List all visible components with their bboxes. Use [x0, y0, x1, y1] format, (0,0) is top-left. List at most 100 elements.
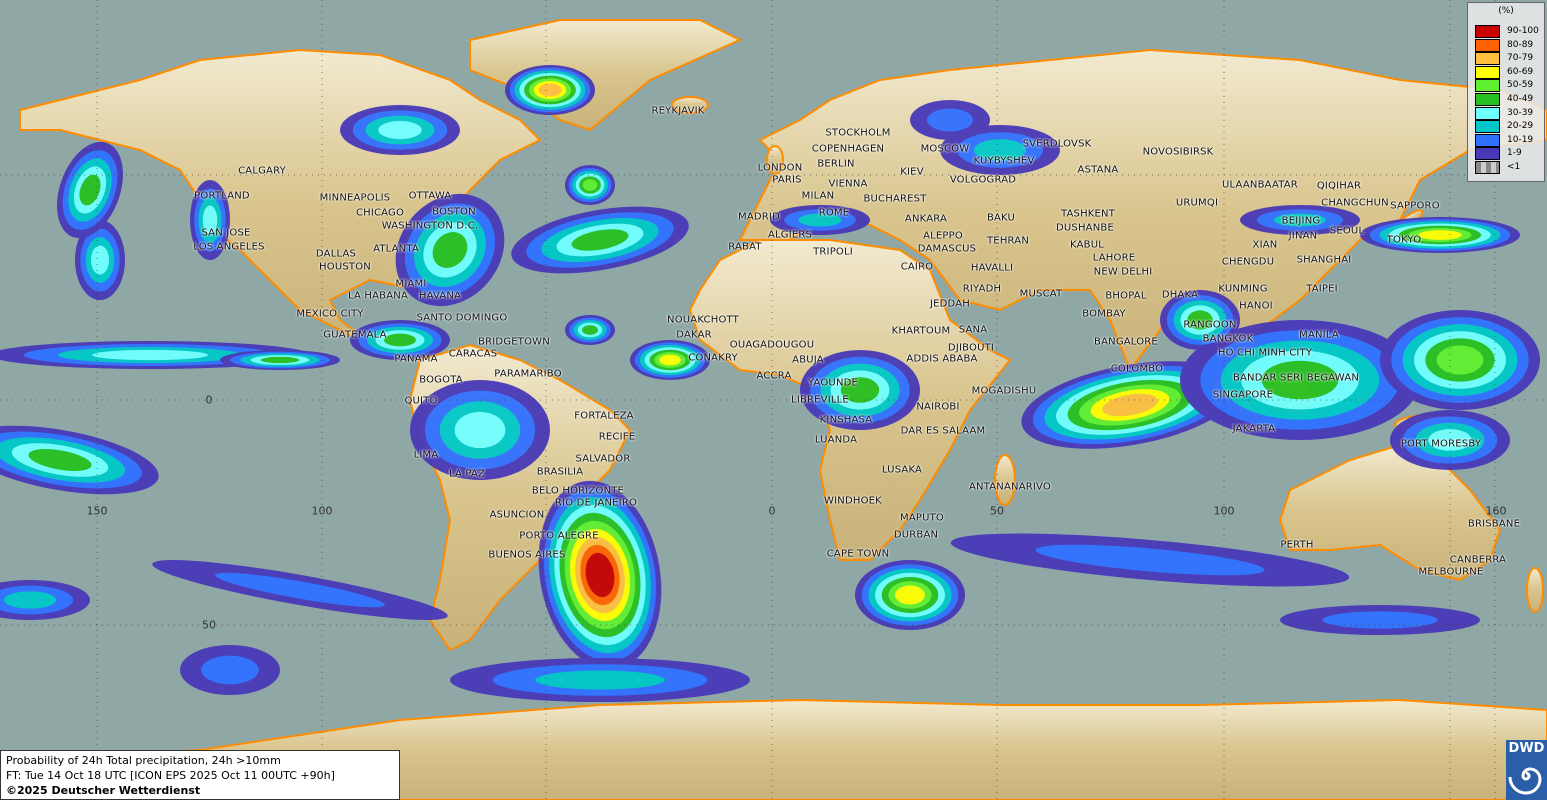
- city-label: MAPUTO: [900, 512, 944, 524]
- city-label: HO CHI MINH CITY: [1217, 347, 1313, 359]
- legend-label: 40-49: [1507, 94, 1534, 104]
- legend: (%) 90-100 80-89 70-79 60-69 50-59 40-49 30-39…: [1467, 2, 1545, 182]
- precipitation-area: [630, 340, 710, 380]
- probability-contour: [1187, 310, 1213, 330]
- legend-swatch: [1475, 25, 1500, 38]
- new-zealand: [1526, 567, 1544, 613]
- city-label: KHARTOUM: [891, 325, 951, 337]
- city-label: BELO HORIZONTE: [531, 485, 625, 497]
- legend-swatch: [1475, 133, 1500, 147]
- longitude-label: 160: [1485, 504, 1507, 518]
- legend-swatch: [1475, 161, 1500, 174]
- legend-label: 30-39: [1507, 107, 1534, 118]
- probability-contour: [454, 411, 506, 449]
- probability-contour: [927, 108, 973, 132]
- great-britain: [766, 145, 784, 175]
- legend-swatch: [1475, 147, 1500, 161]
- city-label: MOGADISHU: [971, 385, 1037, 397]
- probability-contour: [202, 205, 218, 235]
- city-label: SALVADOR: [575, 453, 631, 465]
- longitude-label: 50: [990, 504, 1004, 518]
- city-label: VIENNA: [828, 178, 868, 190]
- probability-contour: [582, 325, 598, 335]
- city-label: CHICAGO: [355, 207, 405, 219]
- probability-contour: [4, 591, 56, 609]
- city-label: PORT MORESBY: [1400, 438, 1482, 450]
- probability-contour: [798, 213, 842, 227]
- spiral-icon: [1508, 767, 1542, 795]
- city-label: ACCRA: [756, 370, 792, 382]
- city-label: TEHRAN: [986, 235, 1030, 247]
- city-label: SVERDLOVSK: [1022, 138, 1092, 150]
- city-label: KIEV: [900, 166, 924, 178]
- city-label: MANILA: [1299, 329, 1339, 341]
- city-label: RIYADH: [962, 283, 1002, 295]
- probability-contour: [659, 354, 681, 366]
- precipitation-area: [1360, 217, 1520, 253]
- city-label: ASUNCION: [489, 509, 545, 521]
- precipitation-area: [565, 315, 615, 345]
- probability-contour: [1322, 611, 1438, 629]
- city-label: COLOMBO: [1110, 363, 1164, 375]
- city-label: LUANDA: [814, 434, 858, 446]
- city-label: CALGARY: [238, 165, 286, 177]
- city-label: QIQIHAR: [1316, 180, 1362, 192]
- city-label: CHENGDU: [1221, 256, 1275, 268]
- probability-contour: [1102, 393, 1158, 417]
- city-label: CHANGCHUN: [1321, 197, 1389, 209]
- probability-contour: [571, 229, 629, 251]
- city-label: DALLAS: [315, 248, 357, 260]
- probability-contour: [895, 585, 925, 605]
- city-label: DURBAN: [893, 529, 939, 541]
- city-label: TOKYO: [1386, 234, 1422, 246]
- iceland: [671, 96, 709, 114]
- precipitation-area: [1380, 310, 1540, 410]
- precipitation-area: [1390, 410, 1510, 470]
- city-label: DAR ES SALAAM: [900, 425, 986, 437]
- probability-contour: [535, 670, 665, 690]
- precipitation-area: [1280, 605, 1480, 635]
- legend-swatch: [1475, 38, 1500, 52]
- precipitation-area: [350, 320, 450, 360]
- probability-contour: [260, 356, 300, 364]
- city-label: MINNEAPOLIS: [319, 192, 391, 204]
- precipitation-area: [505, 65, 595, 115]
- city-label: WINDHOEK: [824, 495, 882, 507]
- city-label: TASHKENT: [1060, 208, 1116, 220]
- probability-contour: [384, 333, 416, 347]
- legend-item: 70-79: [1475, 52, 1545, 66]
- city-label: LOS ANGELES: [193, 241, 265, 253]
- city-label: HANOI: [1239, 300, 1273, 312]
- probability-contour: [378, 120, 422, 140]
- longitude-label: 100: [1213, 504, 1235, 518]
- precipitation-area: [770, 205, 870, 235]
- precipitation-area: [538, 480, 662, 670]
- city-label: ASTANA: [1077, 164, 1119, 176]
- city-label: KINSHASA: [819, 414, 873, 426]
- precipitation-area: [450, 658, 750, 702]
- legend-label: 80-89: [1507, 39, 1534, 50]
- city-label: JEDDAH: [929, 298, 971, 310]
- city-label: BEIJING: [1281, 215, 1321, 227]
- precipitation-area: [950, 533, 1350, 587]
- probability-contour: [201, 655, 259, 685]
- probability-contour: [1418, 230, 1462, 240]
- precipitation-area: [940, 125, 1060, 175]
- city-label: CONAKRY: [688, 352, 738, 364]
- legend-item: <1: [1475, 161, 1545, 175]
- precipitation-area: [180, 645, 280, 695]
- city-label: MILAN: [801, 190, 835, 202]
- legend-label: 20-29: [1507, 121, 1534, 132]
- city-label: NOVOSIBIRSK: [1142, 146, 1214, 158]
- precipitation-area: [1240, 205, 1360, 235]
- city-label: GUATEMALA: [323, 329, 387, 341]
- city-label: LIBREVILLE: [791, 394, 849, 406]
- probability-contour: [215, 572, 385, 608]
- city-label: ANKARA: [904, 213, 948, 225]
- city-label: KUNMING: [1218, 283, 1268, 295]
- city-label: HOUSTON: [319, 261, 371, 273]
- city-label: PANAMA: [394, 353, 438, 365]
- city-label: RIO DE JANEIRO: [554, 497, 638, 509]
- legend-swatch: [1475, 65, 1500, 79]
